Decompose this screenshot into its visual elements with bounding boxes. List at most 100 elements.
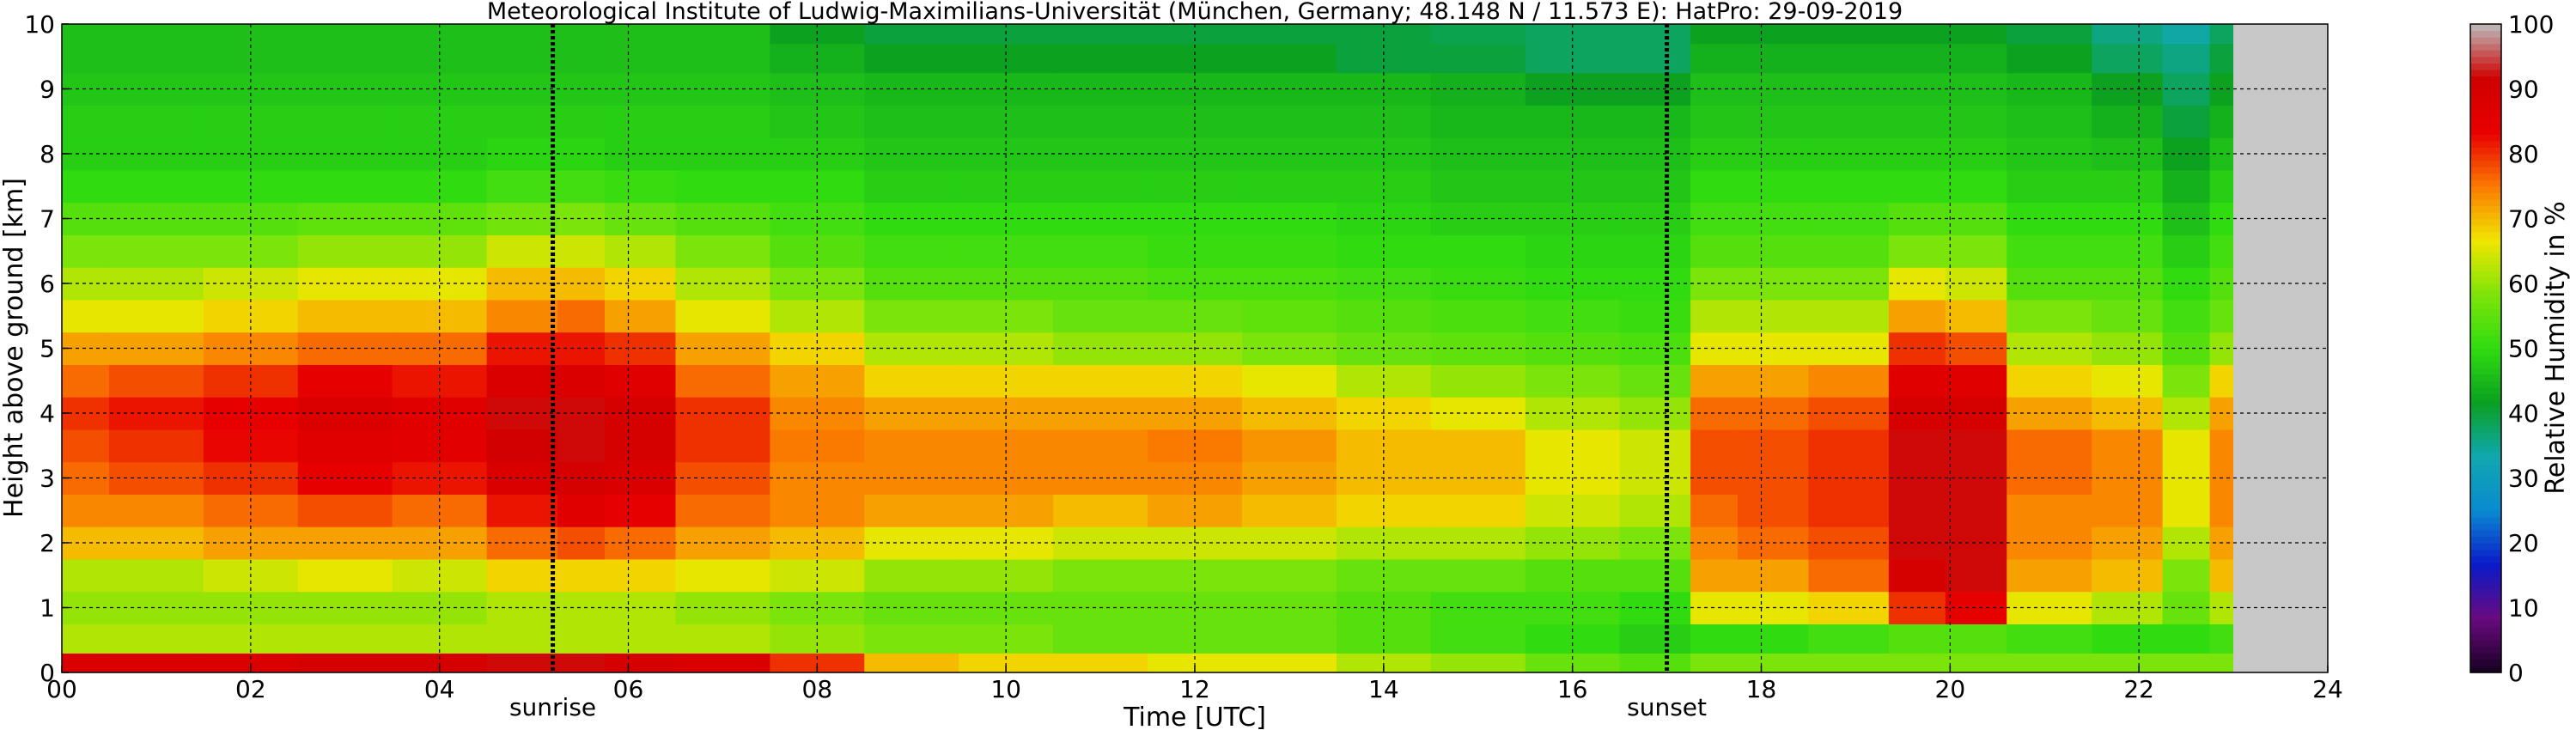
heatmap-cell — [2162, 364, 2211, 398]
heatmap-cell — [605, 299, 677, 333]
heatmap-cell — [1690, 234, 1739, 268]
heatmap-cell — [1888, 429, 1946, 463]
heatmap-cell — [2209, 558, 2234, 593]
heatmap-cell — [557, 299, 606, 333]
heatmap-cell — [2092, 653, 2164, 672]
colorbar-segment — [2470, 134, 2501, 142]
colorbar-segment — [2470, 355, 2501, 362]
heatmap-cell — [1619, 24, 1691, 45]
heatmap-cell — [1738, 43, 1810, 74]
heatmap-cell — [108, 299, 204, 333]
heatmap-cell — [2209, 105, 2234, 138]
heatmap-cell — [1053, 558, 1148, 593]
heatmap-cell — [1619, 494, 1691, 527]
heatmap-cell — [62, 43, 110, 74]
colorbar-segment — [2470, 101, 2501, 109]
colorbar-segment — [2470, 37, 2501, 45]
heatmap-cell — [1053, 364, 1148, 398]
heatmap-cell — [486, 364, 558, 398]
heatmap-cell — [1619, 105, 1691, 138]
heatmap-cell — [1945, 332, 2007, 365]
colorbar-tick-label: 100 — [2508, 10, 2554, 39]
heatmap-cell — [1945, 24, 2007, 45]
heatmap-cell — [1738, 494, 1810, 527]
heatmap-cell — [2162, 24, 2211, 45]
heatmap-cell — [1241, 494, 1337, 527]
heatmap-cell — [605, 43, 677, 74]
colorbar-segment — [2470, 478, 2501, 485]
y-tick-label: 2 — [40, 529, 55, 557]
colorbar-label: Relative Humidity in % — [2541, 201, 2571, 494]
colorbar-tick-label: 0 — [2508, 659, 2524, 687]
colorbar-segment — [2470, 348, 2501, 356]
heatmap-cell — [2209, 24, 2234, 45]
heatmap-cell — [1945, 72, 2007, 106]
heatmap-cell — [864, 494, 959, 527]
heatmap-cell — [1053, 653, 1148, 672]
heatmap-cell — [2209, 169, 2234, 204]
heatmap-cell — [2007, 234, 2092, 268]
colorbar-segment — [2470, 458, 2501, 465]
y-tick-labels: 0 1 2 3 4 5 6 7 8 9 10 — [24, 10, 69, 687]
heatmap-cell — [1945, 202, 2007, 235]
x-tick-label: 16 — [1557, 675, 1588, 703]
heatmap-cell — [959, 653, 1054, 672]
heatmap-cell — [108, 461, 204, 495]
heatmap-cell — [1690, 364, 1739, 398]
heatmap-cell — [1690, 429, 1739, 463]
heatmap-cell — [1945, 105, 2007, 138]
heatmap-cell — [557, 24, 606, 45]
colorbar-segment — [2470, 413, 2501, 421]
heatmap-cell — [675, 299, 770, 333]
colorbar-segment — [2470, 465, 2501, 472]
heatmap-cell — [2162, 494, 2211, 527]
colorbar-tick-label: 80 — [2508, 140, 2539, 168]
colorbar-segment — [2470, 328, 2501, 336]
colorbar-tick-label: 50 — [2508, 335, 2539, 363]
x-axis-label: Time [UTC] — [1123, 703, 1266, 730]
heatmap-cell — [108, 267, 204, 301]
x-tick-label: 24 — [2312, 675, 2343, 703]
colorbar-tick-label: 20 — [2508, 529, 2539, 557]
heatmap-cell — [864, 105, 959, 138]
heatmap-cell — [1241, 105, 1337, 138]
heatmap-cell — [1738, 364, 1810, 398]
heatmap-cell — [675, 105, 770, 138]
heatmap-cell — [1945, 267, 2007, 301]
colorbar-segment — [2470, 633, 2501, 641]
heatmap-cell — [2092, 429, 2164, 463]
heatmap-cell — [605, 234, 677, 268]
heatmap-cell — [1808, 43, 1890, 74]
sunrise-label: sunrise — [509, 693, 596, 721]
heatmap-cell — [605, 105, 677, 138]
heatmap-cell — [864, 526, 959, 560]
heatmap-cell — [486, 558, 558, 593]
heatmap-cell — [1808, 299, 1890, 333]
heatmap-cell — [1619, 558, 1691, 593]
heatmap-cell — [557, 169, 606, 204]
heatmap-cell — [1241, 299, 1337, 333]
heatmap-cell — [1619, 364, 1691, 398]
heatmap-cell — [1690, 494, 1739, 527]
colorbar-segment — [2470, 406, 2501, 414]
heatmap-cell — [2162, 624, 2211, 654]
x-tick-label: 04 — [424, 675, 455, 703]
heatmap-cell — [1053, 624, 1148, 654]
colorbar-segment — [2470, 322, 2501, 330]
colorbar-segment — [2470, 452, 2501, 459]
colorbar-segment — [2470, 393, 2501, 401]
heatmap-cell — [108, 591, 204, 624]
colorbar-segment — [2470, 600, 2501, 609]
heatmap-cell — [1430, 234, 1526, 268]
heatmap-cell — [675, 494, 770, 527]
colorbar-segment — [2470, 24, 2501, 32]
colorbar-segment — [2470, 516, 2501, 524]
colorbar-tick-label: 70 — [2508, 205, 2539, 234]
colorbar-segment — [2470, 399, 2501, 408]
colorbar-segment — [2470, 368, 2501, 375]
heatmap-cell — [1430, 624, 1526, 654]
heatmap-cell — [203, 653, 299, 672]
x-tick-label: 10 — [990, 675, 1021, 703]
heatmap-cell — [1945, 169, 2007, 204]
heatmap-cell — [108, 494, 204, 527]
